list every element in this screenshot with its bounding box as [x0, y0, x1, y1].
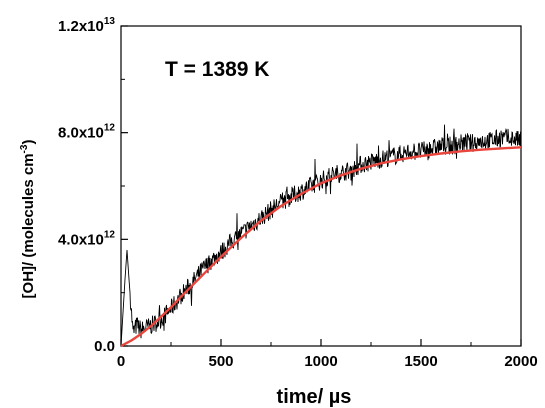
y-tick-exponent: 13 [104, 16, 116, 27]
y-axis-title-main: [OH]/ (molecules cm [20, 153, 37, 298]
y-tick-exponent: 12 [104, 229, 116, 240]
y-tick-mantissa: 0.0 [94, 338, 115, 355]
x-tick-label: 1000 [304, 353, 337, 370]
series-fit-curve [120, 146, 522, 348]
x-tick-label: 2000 [504, 353, 537, 370]
y-tick-mantissa: 4.0x10 [58, 231, 104, 248]
y-tick-label: 8.0x1012 [58, 123, 115, 142]
series-layer [120, 124, 522, 348]
y-tick-mantissa: 8.0x10 [58, 125, 104, 142]
x-axis-title: time/ µs [277, 386, 352, 408]
series-measured-trace [120, 124, 522, 347]
x-tick-label: 0 [117, 353, 125, 370]
y-tick-label: 1.2x1013 [58, 16, 115, 35]
y-tick-mantissa: 1.2x10 [58, 18, 104, 35]
temperature-annotation: T = 1389 K [165, 58, 269, 81]
y-axis-title: [OH]/ (molecules cm-3) [19, 140, 37, 299]
x-tick-label: 500 [208, 353, 233, 370]
y-tick-label: 0.0 [94, 338, 115, 355]
axis-ticks: 0 500 1000 1500 20000.04.0x10128.0x10121.2x1… [58, 16, 538, 370]
y-tick-exponent: 12 [104, 123, 116, 134]
y-axis-title-exp: -3 [19, 144, 30, 153]
y-tick-label: 4.0x1012 [58, 229, 115, 248]
x-tick-label: 1500 [404, 353, 437, 370]
y-axis-title-close: ) [20, 140, 37, 145]
